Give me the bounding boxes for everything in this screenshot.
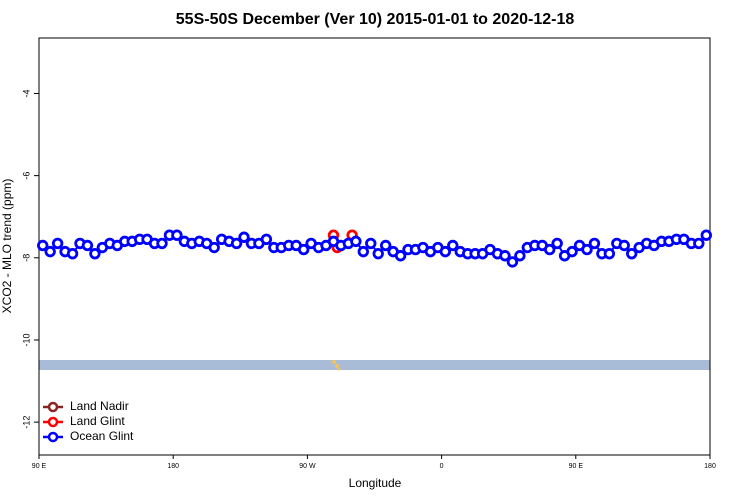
data-point bbox=[603, 247, 616, 260]
data-point bbox=[208, 241, 220, 254]
y-axis-label: XCO2 - MLO trend (ppm) bbox=[0, 179, 14, 314]
legend-label: Land Nadir bbox=[70, 399, 129, 413]
data-point bbox=[394, 250, 407, 262]
data-point bbox=[499, 250, 511, 262]
x-tick-label: 180 bbox=[167, 463, 179, 470]
data-point bbox=[89, 247, 101, 260]
data-point bbox=[551, 237, 563, 250]
data-point bbox=[81, 239, 94, 252]
data-point bbox=[700, 229, 712, 241]
x-tick-label: 180 bbox=[704, 463, 716, 470]
x-tick-label: 0 bbox=[440, 463, 444, 470]
data-point bbox=[44, 245, 56, 258]
land-speck bbox=[332, 360, 336, 364]
data-point bbox=[544, 243, 556, 256]
data-point bbox=[514, 250, 526, 262]
legend-marker bbox=[47, 416, 59, 428]
data-point bbox=[350, 235, 362, 248]
x-tick-label: 90 W bbox=[299, 463, 316, 470]
y-tick-label: -12 bbox=[21, 416, 31, 429]
y-tick-label: -8 bbox=[21, 254, 31, 262]
data-point bbox=[297, 243, 310, 256]
data-point bbox=[66, 247, 79, 260]
data-point bbox=[37, 239, 49, 252]
data-point bbox=[693, 237, 705, 250]
data-point bbox=[588, 237, 601, 250]
data-point bbox=[51, 237, 64, 250]
y-tick-label: -6 bbox=[21, 172, 31, 180]
data-point bbox=[372, 247, 384, 260]
data-point bbox=[156, 237, 168, 250]
data-point bbox=[171, 229, 183, 241]
chart-title: 55S-50S December (Ver 10) 2015-01-01 to … bbox=[176, 11, 575, 28]
x-axis-label: Longitude bbox=[349, 476, 402, 490]
y-tick-label: -4 bbox=[21, 89, 31, 97]
data-point bbox=[439, 245, 452, 258]
legend-marker bbox=[47, 431, 59, 443]
data-point bbox=[238, 231, 250, 243]
legend-label: Ocean Glint bbox=[70, 429, 134, 443]
data-point bbox=[365, 237, 377, 250]
data-point bbox=[566, 245, 578, 258]
data-point bbox=[618, 239, 630, 252]
data-point bbox=[357, 245, 370, 258]
land-speck bbox=[335, 364, 339, 368]
legend-marker bbox=[47, 401, 59, 413]
data-point bbox=[260, 233, 273, 246]
x-tick-label: 90 E bbox=[32, 463, 47, 470]
data-point bbox=[379, 239, 392, 252]
data-point bbox=[447, 239, 459, 252]
y-tick-label: -10 bbox=[21, 333, 31, 346]
data-point bbox=[230, 237, 243, 250]
surface-band bbox=[39, 360, 710, 370]
x-tick-label: 90 E bbox=[569, 463, 584, 470]
data-point bbox=[626, 247, 638, 260]
legend-label: Land Glint bbox=[70, 414, 125, 428]
land-speck bbox=[337, 367, 341, 371]
data-point bbox=[506, 256, 519, 268]
data-point bbox=[581, 243, 593, 256]
